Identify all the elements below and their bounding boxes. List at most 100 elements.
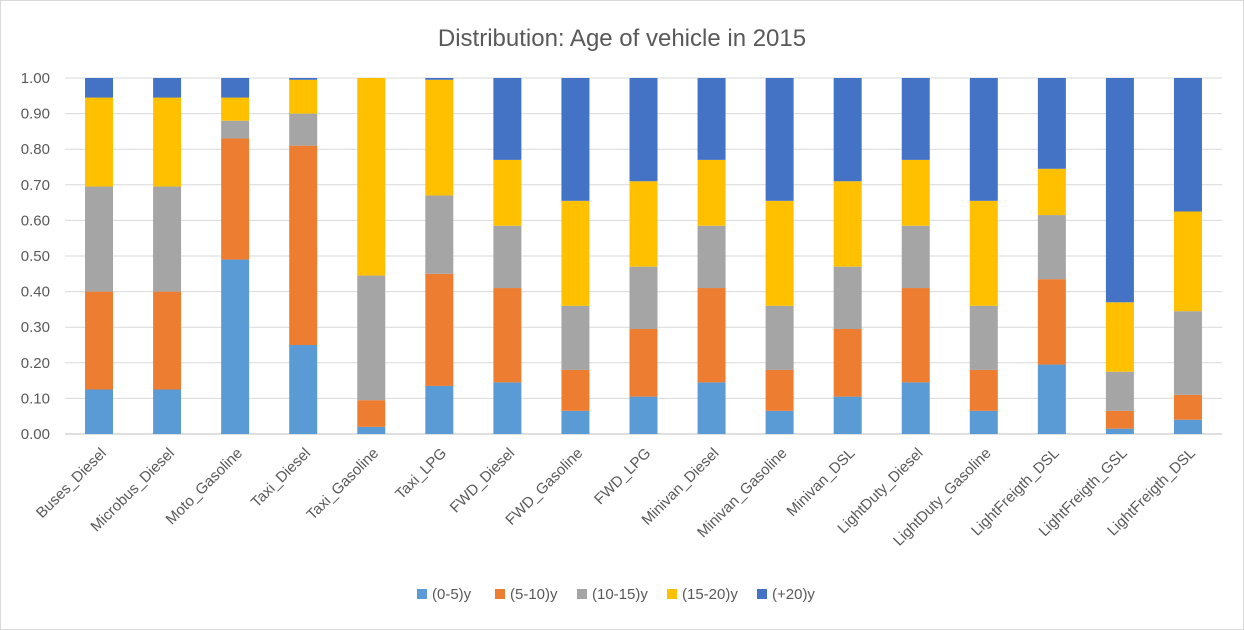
bar-segment (901, 159, 930, 226)
bar-segment (1105, 371, 1134, 411)
bar-segment (357, 275, 386, 401)
bar-segment (629, 266, 658, 329)
bar-segment (85, 78, 114, 98)
bar-segment (833, 78, 862, 182)
bar-segment (1037, 215, 1066, 280)
bar-segment (493, 288, 522, 383)
bar-segment (901, 382, 930, 434)
bar-segment (697, 159, 726, 226)
bar-segment (1173, 311, 1202, 395)
legend-label: (0-5)y (432, 586, 472, 603)
bar-segment (1173, 211, 1202, 312)
bar-segment (1105, 302, 1134, 372)
bar-segment (697, 78, 726, 160)
bar-segment (425, 195, 454, 274)
bar-segment (153, 389, 182, 434)
bar-segment (221, 97, 250, 121)
bar-segment (153, 78, 182, 98)
bar-segment (1105, 78, 1134, 303)
bar-segment (629, 396, 658, 434)
bar-segment (1173, 78, 1202, 212)
bar-segment (1037, 168, 1066, 216)
bars (85, 78, 1202, 434)
bar-segment (833, 181, 862, 267)
x-axis-labels: Buses_DieselMicrobus_DieselMoto_Gasoline… (33, 445, 1199, 550)
y-tick-label: 0.60 (21, 212, 50, 229)
bar-segment (561, 305, 590, 370)
bar-segment (969, 78, 998, 201)
bar-segment (357, 426, 386, 434)
bar-segment (289, 145, 318, 345)
bar-segment (1173, 419, 1202, 434)
bar-segment (221, 78, 250, 98)
bar-segment (765, 369, 794, 411)
bar-segment (1037, 78, 1066, 169)
y-tick-label: 0.90 (21, 106, 50, 123)
y-tick-label: 0.40 (21, 284, 50, 301)
bar-segment (833, 396, 862, 434)
bar-segment (833, 328, 862, 397)
bar-segment (425, 385, 454, 434)
x-category-label: Taxi_Diesel (248, 445, 314, 511)
y-tick-label: 0.10 (21, 390, 50, 407)
legend-label: (15-20)y (682, 586, 738, 603)
bar-segment (289, 78, 318, 80)
bar-segment (697, 382, 726, 434)
bar-segment (1173, 394, 1202, 420)
bar-segment (289, 345, 318, 434)
bar-segment (765, 305, 794, 370)
bar-segment (901, 225, 930, 289)
bar-segment (629, 328, 658, 397)
legend-swatch (757, 589, 767, 599)
bar-segment (221, 120, 250, 139)
y-tick-label: 0.80 (21, 141, 50, 158)
bar-segment (969, 369, 998, 411)
y-axis-ticks: 0.00 0.10 0.20 0.30 0.40 0.50 0.60 0.70 0.80 0.90… (21, 70, 50, 443)
bar-segment (561, 410, 590, 434)
legend-swatch (667, 589, 677, 599)
bar-segment (697, 288, 726, 383)
legend-swatch (577, 589, 587, 599)
bar-segment (221, 138, 250, 260)
bar-segment (357, 400, 386, 427)
y-tick-label: 0.70 (21, 177, 50, 194)
bar-segment (765, 78, 794, 201)
x-category-label: Buses_Diesel (33, 445, 110, 522)
bar-segment (969, 305, 998, 370)
bar-segment (425, 273, 454, 386)
legend-label: (10-15)y (592, 586, 648, 603)
bar-segment (153, 186, 182, 292)
bar-segment (561, 369, 590, 411)
y-tick-label: 1.00 (21, 70, 50, 87)
bar-segment (153, 97, 182, 187)
legend-label: (+20)y (772, 586, 815, 603)
bar-segment (561, 78, 590, 201)
bar-segment (289, 79, 318, 114)
bar-segment (969, 410, 998, 434)
bar-segment (1105, 410, 1134, 429)
bar-segment (629, 181, 658, 267)
bar-segment (765, 200, 794, 306)
bar-segment (629, 78, 658, 182)
legend-swatch (495, 589, 505, 599)
legend: (0-5)y (5-10)y (10-15)y (15-20)y (+20)y (417, 586, 815, 603)
legend-label: (5-10)y (510, 586, 558, 603)
bar-segment (901, 78, 930, 160)
x-category-label: Minivan_DSL (783, 445, 858, 520)
legend-swatch (417, 589, 427, 599)
y-tick-label: 0.30 (21, 319, 50, 336)
x-category-label: FWD_Diesel (447, 445, 519, 517)
bar-segment (833, 266, 862, 329)
bar-segment (1105, 428, 1134, 434)
chart-title: Distribution: Age of vehicle in 2015 (438, 25, 806, 52)
bar-segment (357, 78, 386, 276)
x-category-label: Taxi_Gasoline (303, 445, 382, 524)
bar-segment (493, 78, 522, 160)
bar-segment (153, 291, 182, 390)
bar-segment (1037, 364, 1066, 434)
bar-segment (493, 225, 522, 289)
bar-segment (493, 382, 522, 434)
bar-segment (221, 259, 250, 434)
bar-segment (425, 78, 454, 80)
